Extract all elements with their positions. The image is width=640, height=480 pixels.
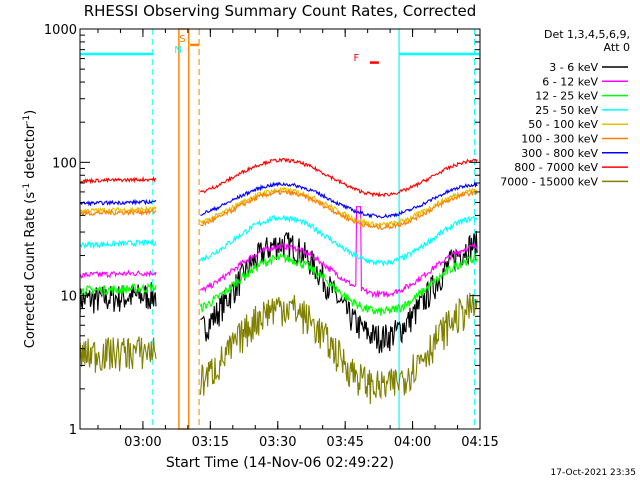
legend-header-0: Det 1,3,4,5,6,9, [544,28,630,41]
series-1-segment-1 [199,206,478,299]
y-axis-label-sup2: -1 [22,115,32,124]
legend-label-6: 300 - 800 keV [521,147,598,160]
y-axis-label: Corrected Count Rate (s-1 detector-1) [22,110,38,348]
y-axis-label-sup1: -1 [22,183,32,192]
series-5 [79,188,478,231]
series-1 [79,206,478,299]
series-7-segment-0 [79,175,157,185]
y-axis-label-end: ) [23,110,38,115]
series-8-segment-0 [79,336,157,373]
legend-label-1: 6 - 12 keV [542,75,598,88]
legend-label-4: 50 - 100 keV [528,118,598,131]
annotation-n: N [174,45,181,56]
series-1-segment-0 [79,269,157,279]
saa-band [178,28,190,430]
y-tick-label-3: 1000 [44,23,77,38]
series-2-segment-1 [199,252,478,316]
x-tick-label-1: 03:15 [192,435,229,450]
series-2-segment-0 [79,282,157,296]
legend-label-5: 100 - 300 keV [521,133,598,146]
series-3-segment-1 [199,214,478,268]
series-8-segment-1 [199,292,478,405]
legend-label-7: 800 - 7000 keV [514,161,598,174]
chart-title: RHESSI Observing Summary Count Rates, Co… [84,2,477,20]
annotation-f: F [354,53,360,64]
series-7 [79,157,478,198]
x-tick-label-0: 03:00 [124,435,161,450]
legend-label-8: 7000 - 15000 keV [500,175,598,188]
legend-label-2: 12 - 25 keV [535,90,598,103]
series-4-segment-1 [199,186,478,228]
series-4 [79,186,478,228]
series-3 [79,214,478,268]
series-4-segment-0 [79,205,157,215]
x-tick-label-4: 04:00 [394,435,431,450]
series-0-segment-0 [79,282,157,317]
series-7-segment-1 [199,157,478,198]
series-3-segment-0 [79,239,157,250]
x-tick-label-5: 04:15 [461,435,498,450]
plot-frame [79,28,481,430]
x-axis-label: Start Time (14-Nov-06 02:49:22) [166,455,394,471]
series-6 [79,181,478,219]
legend-header-1: Att 0 [604,41,630,54]
y-axis-label-main: Corrected Count Rate (s [23,192,38,349]
plot-area: SN F [79,28,480,430]
legend-label-3: 25 - 50 keV [535,104,598,117]
series-5-segment-1 [199,188,478,231]
legend-label-0: 3 - 6 keV [549,61,598,74]
y-tick-label-2: 100 [52,156,77,171]
annotation-s: S [179,34,185,45]
series-8 [79,292,478,405]
y-axis-label-mid: detector [23,123,38,183]
footer-date: 17-Oct-2021 23:35 [551,468,636,478]
x-tick-label-3: 03:45 [326,435,363,450]
series-2 [79,252,478,316]
series-6-segment-1 [200,181,478,219]
series-5-segment-0 [79,207,157,217]
axes: 03:00 03:15 03:30 03:45 04:00 04:15 1 10 100 1000 [44,23,499,450]
series-6-segment-0 [79,198,157,207]
y-tick-label-1: 10 [60,290,77,305]
x-tick-label-2: 03:30 [259,435,296,450]
y-tick-label-0: 1 [69,423,77,438]
